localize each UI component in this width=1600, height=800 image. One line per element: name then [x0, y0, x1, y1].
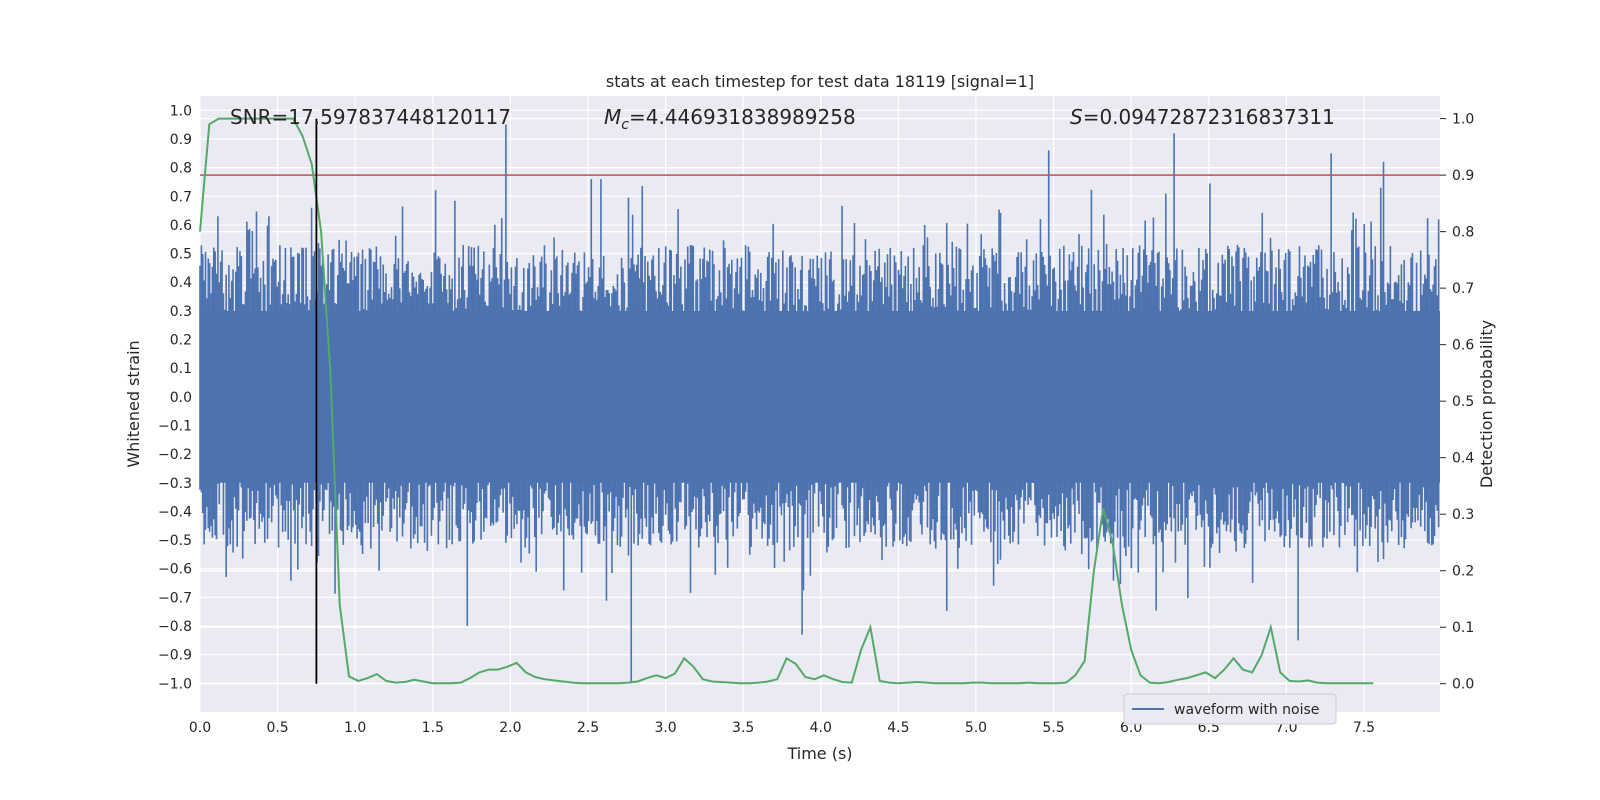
chirp-mass-symbol: M — [604, 105, 621, 129]
y-left-tick-label: −0.6 — [158, 562, 192, 578]
legend: waveform with noise — [1123, 693, 1337, 725]
x-tick-label: 2.5 — [577, 720, 599, 736]
axis-ticks: 0.0 0.5 1.0 1.5 2.0 2.5 3.0 3.5 4.0 4.5 5.0 5.5 6.0 6… — [158, 103, 1474, 736]
y-right-tick-label: 0.5 — [1452, 394, 1474, 410]
x-tick-label: 2.0 — [499, 720, 521, 736]
x-tick-label: 5.0 — [965, 720, 987, 736]
y-left-tick-label: −0.1 — [158, 418, 192, 434]
s-symbol: S — [1070, 105, 1083, 129]
legend-label: waveform with noise — [1174, 702, 1319, 718]
y-left-tick-label: −0.3 — [158, 476, 192, 492]
y-axis-left-label: Whitened strain — [124, 340, 143, 467]
x-tick-label: 3.0 — [654, 720, 676, 736]
y-left-tick-label: 0.2 — [170, 333, 192, 349]
y-right-tick-label: 0.7 — [1452, 281, 1474, 297]
y-left-tick-label: 0.7 — [170, 189, 192, 205]
probability-line — [199, 117, 1374, 685]
y-left-tick-label: −0.2 — [158, 447, 192, 463]
y-left-tick-label: −0.5 — [158, 533, 192, 549]
y-right-tick-label: 0.3 — [1452, 507, 1474, 523]
y-left-tick-label: −0.8 — [158, 619, 192, 635]
y-right-tick-label: 1.0 — [1452, 112, 1474, 128]
y-right-tick-label: 0.1 — [1452, 620, 1474, 636]
y-left-tick-label: 0.1 — [170, 361, 192, 377]
y-left-tick-label: 1.0 — [170, 103, 192, 119]
x-tick-label: 3.5 — [732, 720, 754, 736]
y-right-tick-label: 0.6 — [1452, 338, 1474, 354]
probability-series — [199, 117, 1440, 685]
x-tick-label: 4.0 — [810, 720, 832, 736]
x-tick-label: 1.0 — [344, 720, 366, 736]
x-tick-label: 0.5 — [266, 720, 288, 736]
y-left-tick-label: 0.8 — [170, 161, 192, 177]
y-left-tick-label: −0.7 — [158, 590, 192, 606]
legend-box — [1123, 693, 1337, 725]
x-tick-label: 7.5 — [1353, 720, 1375, 736]
y-left-tick-label: 0.4 — [170, 275, 192, 291]
y-axis-right-label: Detection probability — [1477, 320, 1496, 488]
x-tick-label: 1.5 — [422, 720, 444, 736]
y-right-tick-label: 0.2 — [1452, 564, 1474, 580]
y-right-tick-label: 0.4 — [1452, 451, 1474, 467]
snr-annotation: SNR=17.597837448120117 — [230, 105, 511, 129]
y-right-tick-label: 0.9 — [1452, 168, 1474, 184]
waveform-series — [199, 124, 1440, 684]
y-left-tick-label: 0.3 — [170, 304, 192, 320]
y-left-tick-label: 0.0 — [170, 390, 192, 406]
y-left-tick-label: 0.9 — [170, 132, 192, 148]
chirp-mass-annotation: Mc=4.446931838989258 — [604, 105, 856, 133]
y-left-tick-label: −0.9 — [158, 648, 192, 664]
y-right-tick-label: 0.8 — [1452, 225, 1474, 241]
y-left-tick-label: 0.5 — [170, 247, 192, 263]
y-left-tick-label: −0.4 — [158, 504, 192, 520]
s-value: =0.09472872316837311 — [1083, 105, 1335, 129]
chirp-mass-value: =4.446931838989258 — [629, 105, 856, 129]
s-annotation: S=0.09472872316837311 — [1070, 105, 1335, 129]
y-right-tick-label: 0.0 — [1452, 677, 1474, 693]
y-left-tick-label: 0.6 — [170, 218, 192, 234]
x-axis-label: Time (s) — [786, 744, 852, 763]
chart-title: stats at each timestep for test data 181… — [606, 72, 1034, 91]
x-tick-label: 5.5 — [1042, 720, 1064, 736]
chirp-mass-subscript: c — [621, 117, 629, 133]
x-tick-label: 4.5 — [887, 720, 909, 736]
x-tick-label: 0.0 — [189, 720, 211, 736]
y-left-tick-label: −1.0 — [158, 676, 192, 692]
